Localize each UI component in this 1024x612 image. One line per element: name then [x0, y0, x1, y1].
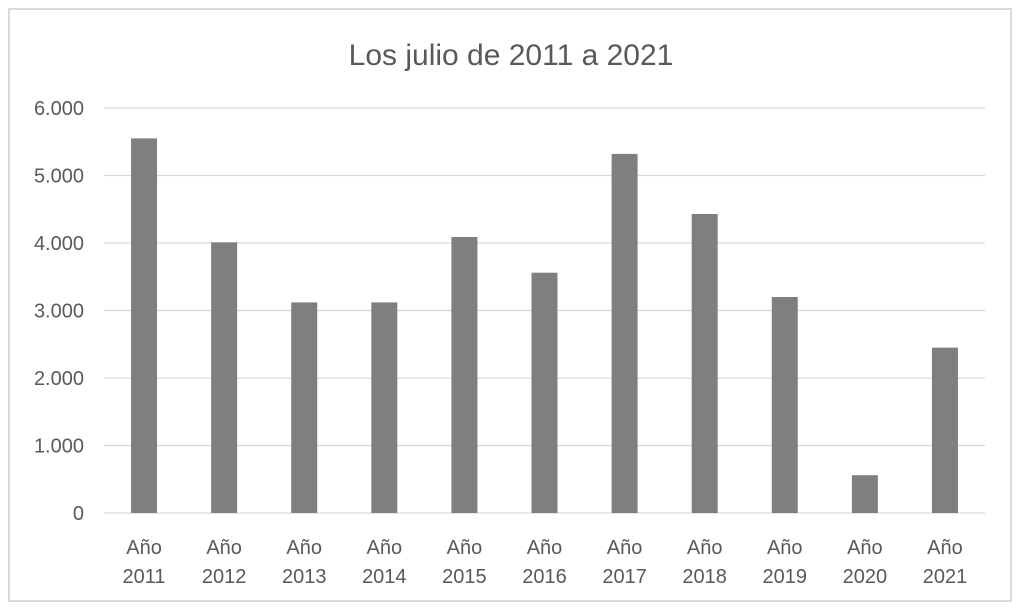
x-axis-ticks: Año 2011 Año 2012 Año 2013 Año 2014 Año 2015 Año 20…	[123, 537, 968, 588]
bars	[131, 138, 958, 514]
bar	[851, 475, 878, 513]
y-tick-label: 5.000	[34, 166, 84, 188]
x-tick-label-line1: Año	[447, 537, 483, 559]
gridlines	[104, 107, 985, 514]
x-tick-label-line1: Año	[767, 537, 803, 559]
bar	[371, 302, 398, 513]
x-tick-label-line1: Año	[206, 537, 242, 559]
bar	[131, 138, 158, 513]
x-tick-label-line2: 2021	[923, 566, 968, 588]
x-tick-label-line2: 2016	[522, 566, 567, 588]
chart-title: Los julio de 2011 a 2021	[349, 39, 674, 72]
x-tick-label-line2: 2011	[123, 566, 166, 588]
x-tick-label-line1: Año	[687, 537, 723, 559]
y-tick-label: 6.000	[34, 98, 84, 120]
bar	[531, 272, 558, 513]
y-tick-label: 4.000	[34, 233, 84, 255]
x-tick-label-line1: Año	[927, 537, 963, 559]
x-tick-label-line2: 2020	[843, 566, 888, 588]
y-tick-label: 0	[73, 503, 84, 525]
x-tick-label-line2: 2013	[282, 566, 327, 588]
bar	[211, 242, 238, 513]
bar	[611, 153, 638, 513]
bar	[691, 213, 718, 513]
x-tick-label-line2: 2018	[682, 566, 727, 588]
chart-frame	[8, 8, 1012, 602]
y-tick-label: 1.000	[34, 436, 84, 458]
x-tick-label-line1: Año	[527, 537, 563, 559]
x-tick-label-line1: Año	[126, 537, 162, 559]
bar	[931, 347, 958, 513]
x-tick-label-line2: 2017	[602, 566, 647, 588]
x-tick-label-line1: Año	[367, 537, 403, 559]
bar	[291, 302, 318, 513]
x-tick-label-line2: 2019	[763, 566, 808, 588]
x-tick-label-line2: 2012	[202, 566, 247, 588]
y-tick-label: 2.000	[34, 368, 84, 390]
bar	[771, 297, 798, 513]
x-tick-label-line1: Año	[286, 537, 322, 559]
x-tick-label-line1: Año	[847, 537, 883, 559]
bar	[451, 236, 478, 514]
y-axis-ticks: 0 1.000 2.000 3.000 4.000 5.000 6.000	[34, 98, 84, 525]
x-tick-label-line1: Año	[607, 537, 643, 559]
x-tick-label-line2: 2015	[442, 566, 487, 588]
x-tick-label-line2: 2014	[362, 566, 407, 588]
y-tick-label: 3.000	[34, 301, 84, 323]
